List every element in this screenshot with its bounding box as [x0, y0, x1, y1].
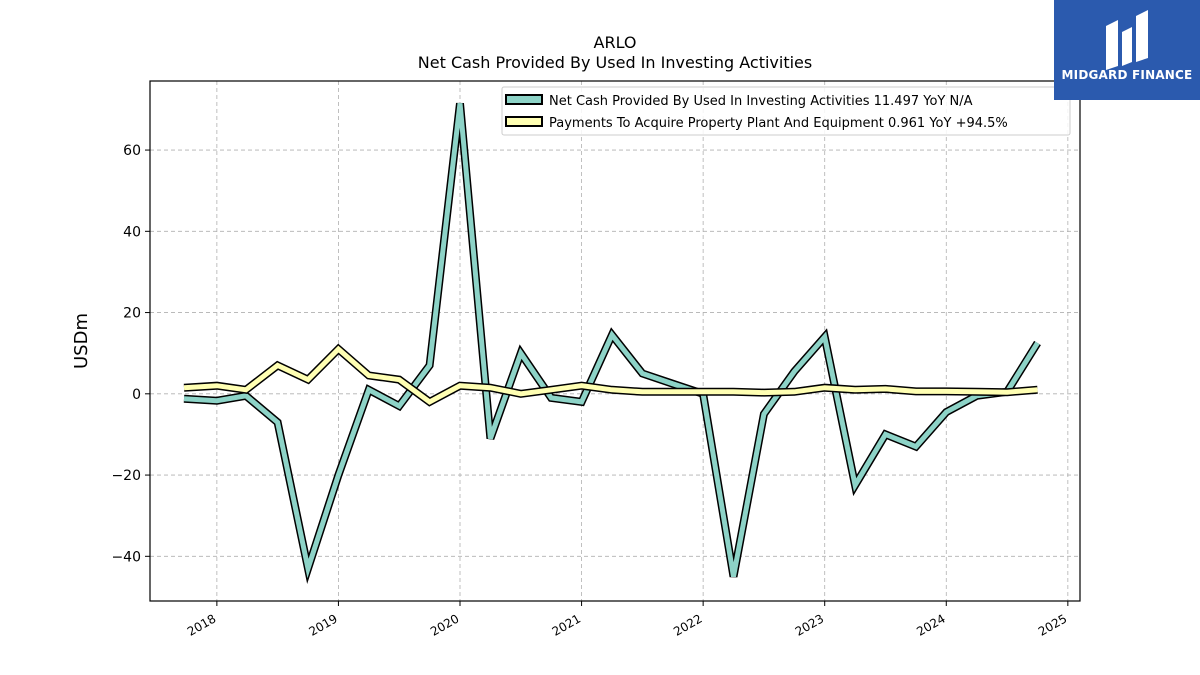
brand-name: MIDGARD FINANCE — [1061, 68, 1193, 82]
x-tick-label: 2023 — [793, 611, 826, 638]
y-axis: −40 −20 0 20 40 60 — [111, 143, 150, 565]
y-tick-label: 60 — [123, 143, 141, 159]
legend: Net Cash Provided By Used In Investing A… — [501, 86, 1071, 136]
series-line-0 — [183, 103, 1040, 579]
y-axis-label: USDm — [71, 313, 92, 369]
y-tick-label: 20 — [123, 306, 141, 322]
y-tick-label: 0 — [132, 387, 141, 403]
chart-title: ARLO — [594, 33, 637, 52]
x-tick-label: 2019 — [306, 611, 339, 638]
plot-frame — [149, 80, 1081, 602]
series-line-1 — [183, 345, 1038, 405]
x-tick-label: 2018 — [185, 611, 218, 638]
x-tick-label: 2024 — [914, 611, 947, 638]
x-tick-label: 2020 — [428, 611, 461, 638]
grid-lines — [150, 81, 1080, 601]
series-layer — [183, 102, 1041, 585]
x-tick-label: 2022 — [671, 611, 704, 638]
legend-box — [501, 86, 1071, 136]
y-tick-label: −20 — [111, 468, 141, 484]
x-tick-label: 2021 — [550, 611, 583, 638]
y-tick-label: −40 — [111, 549, 141, 565]
chart-subtitle: Net Cash Provided By Used In Investing A… — [418, 53, 812, 72]
legend-swatch-capex — [505, 116, 543, 127]
x-axis: 2018 2019 2020 2021 2022 2023 2024 2025 — [185, 601, 1069, 639]
midgard-logo: MIDGARD FINANCE — [1054, 0, 1200, 100]
legend-swatch-net-cash — [505, 94, 543, 105]
y-tick-label: 40 — [123, 224, 141, 240]
legend-label-capex: Payments To Acquire Property Plant And E… — [549, 116, 1008, 131]
x-tick-label: 2025 — [1036, 611, 1069, 638]
legend-label-net-cash: Net Cash Provided By Used In Investing A… — [549, 94, 973, 109]
midgard-logo-icon — [1106, 10, 1148, 70]
